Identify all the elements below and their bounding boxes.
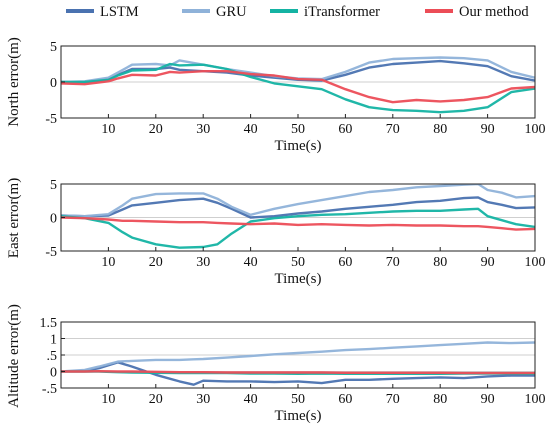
x-tick-label: 70 (386, 122, 400, 137)
y-tick-label: 1 (50, 333, 57, 348)
x-tick-label: 70 (386, 255, 400, 270)
x-tick-label: 100 (525, 255, 546, 270)
y-axis-label: North error(m) (6, 37, 22, 127)
x-tick-label: 20 (149, 122, 163, 137)
series-line-lstm (61, 196, 535, 219)
x-tick-label: 20 (149, 255, 163, 270)
legend-label: GRU (216, 4, 247, 20)
y-tick-label: -5 (45, 245, 57, 260)
series-line-our-method (61, 370, 535, 375)
y-tick-label: 5 (50, 178, 57, 193)
series-line-gru (61, 341, 535, 373)
x-tick-label: 90 (481, 392, 495, 407)
chart-panel: 10 20 30 40 50 60 70 80 90 100 -5 0 5 Time(s) North er… (6, 37, 546, 154)
x-tick-label: 70 (386, 392, 400, 407)
legend-item: LSTM (66, 4, 139, 20)
series-line-our-method (61, 216, 535, 231)
legend-label: LSTM (100, 4, 139, 20)
legend-label: Our method (459, 4, 529, 20)
x-tick-label: 80 (433, 255, 447, 270)
x-tick-label: 100 (525, 122, 546, 137)
series-line-gru (61, 184, 535, 218)
x-tick-label: 50 (291, 255, 305, 270)
x-tick-label: 90 (481, 255, 495, 270)
x-tick-label: 80 (433, 392, 447, 407)
y-tick-label: 1.5 (40, 316, 58, 331)
x-tick-label: 50 (291, 122, 305, 137)
x-tick-label: 40 (244, 255, 258, 270)
legend: LSTM GRU iTransformer Our method (66, 4, 529, 20)
series-line-our-method (61, 69, 535, 104)
legend-item: Our method (425, 4, 529, 20)
y-tick-label: 5 (50, 40, 57, 55)
y-axis-label: East error(m) (6, 178, 22, 258)
x-tick-label: 10 (101, 122, 115, 137)
series-group (61, 56, 535, 114)
legend-item: GRU (182, 4, 247, 20)
x-axis-label: Time(s) (275, 408, 322, 424)
y-tick-label: -5 (45, 112, 57, 127)
x-tick-label: 100 (525, 392, 546, 407)
y-tick-label: -.5 (42, 382, 57, 397)
x-tick-label: 30 (196, 122, 210, 137)
y-tick-label: .5 (47, 349, 58, 364)
x-tick-label: 60 (338, 392, 352, 407)
x-axis-label: Time(s) (275, 138, 322, 154)
x-tick-label: 50 (291, 392, 305, 407)
y-tick-label: 0 (50, 366, 57, 381)
chart-panel: 10 20 30 40 50 60 70 80 90 100 -.50 .51 1.5 Time(s) Al… (6, 304, 546, 424)
legend-label: iTransformer (304, 4, 380, 20)
chart-panel: 10 20 30 40 50 60 70 80 90 100 -5 0 5 Time(s) East err… (6, 178, 546, 287)
series-line-itransformer (61, 62, 535, 114)
x-tick-label: 60 (338, 255, 352, 270)
x-tick-label: 20 (149, 392, 163, 407)
x-tick-label: 40 (244, 392, 258, 407)
y-tick-label: 0 (50, 76, 57, 91)
x-tick-label: 90 (481, 122, 495, 137)
y-axis-label: Altitude error(m) (6, 304, 22, 408)
series-group (61, 341, 535, 386)
x-tick-label: 30 (196, 392, 210, 407)
y-tick-label: 0 (50, 212, 57, 227)
x-tick-label: 10 (101, 255, 115, 270)
x-tick-label: 80 (433, 122, 447, 137)
series-group (61, 184, 535, 249)
series-line-lstm (61, 361, 535, 386)
x-tick-label: 10 (101, 392, 115, 407)
series-line-itransformer (61, 207, 535, 249)
x-axis-label: Time(s) (275, 271, 322, 287)
legend-item: iTransformer (270, 4, 380, 20)
x-tick-label: 60 (338, 122, 352, 137)
x-tick-label: 40 (244, 122, 258, 137)
x-tick-label: 30 (196, 255, 210, 270)
